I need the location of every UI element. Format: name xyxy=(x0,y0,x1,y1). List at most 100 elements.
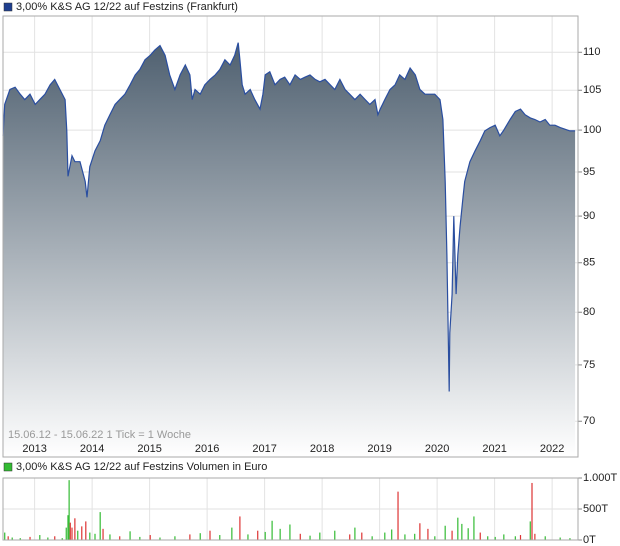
volume-bar xyxy=(231,527,233,540)
x-tick-label: 2015 xyxy=(137,443,161,455)
volume-bar xyxy=(209,530,211,540)
volume-bar xyxy=(434,536,436,540)
volume-bar xyxy=(397,491,399,540)
y-tick-label: 80 xyxy=(583,306,595,318)
volume-bar xyxy=(189,534,191,540)
legend-label: 3,00% K&S AG 12/22 auf Festzins Volumen … xyxy=(16,461,267,473)
volume-bar xyxy=(444,525,446,540)
legend-label: 3,00% K&S AG 12/22 auf Festzins (Frankfu… xyxy=(16,1,238,13)
y-tick-label: 95 xyxy=(583,166,595,178)
price-line xyxy=(2,42,576,392)
volume-bar xyxy=(239,516,241,540)
y-tick-label: 0T xyxy=(583,534,596,546)
volume-bar xyxy=(102,528,104,540)
volume-bar xyxy=(559,537,561,540)
volume-bar xyxy=(569,538,571,540)
x-tick-label: 2018 xyxy=(310,443,334,455)
volume-bar xyxy=(494,536,496,540)
volume-bar xyxy=(461,523,463,540)
volume-bar xyxy=(11,537,13,540)
legend-swatch xyxy=(3,2,13,12)
volume-bar xyxy=(54,536,56,540)
volume-bar xyxy=(219,535,221,540)
price-area xyxy=(3,42,576,457)
volume-bar xyxy=(457,517,459,540)
volume-bar xyxy=(257,530,259,540)
volume-bar xyxy=(427,528,429,540)
volume-bar xyxy=(68,480,70,540)
x-tick-label: 2021 xyxy=(482,443,506,455)
volume-bar xyxy=(159,537,161,540)
volume-bar xyxy=(29,536,31,540)
plot-frame xyxy=(2,477,579,541)
volume-bar xyxy=(467,528,469,540)
volume-bar xyxy=(529,521,531,540)
volume-bar xyxy=(71,527,73,540)
volume-bar xyxy=(81,526,83,540)
volume-bar xyxy=(479,532,481,540)
volume-bar xyxy=(19,538,21,540)
volume-bar xyxy=(384,532,386,540)
volume-bar xyxy=(473,516,475,540)
volume-bar xyxy=(65,527,67,540)
volume-bar xyxy=(534,533,536,540)
volume-bar xyxy=(99,512,101,540)
volume-bar xyxy=(404,534,406,540)
volume-bar xyxy=(487,536,489,540)
volume-bar xyxy=(319,532,321,540)
volume-bar xyxy=(361,532,363,540)
volume-bar xyxy=(271,520,273,540)
volume-bar xyxy=(334,530,336,540)
x-tick-label: 2017 xyxy=(252,443,276,455)
volume-bar xyxy=(94,533,96,540)
volume-bar xyxy=(61,538,63,540)
volume-bar xyxy=(74,518,76,540)
y-tick-label: 110 xyxy=(583,46,601,58)
volume-bar xyxy=(349,534,351,540)
x-tick-label: 2013 xyxy=(22,443,46,455)
y-tick-label: 90 xyxy=(583,210,595,222)
volume-bar xyxy=(247,534,249,540)
volume-bar xyxy=(354,527,356,540)
x-tick-label: 2020 xyxy=(425,443,449,455)
volume-bar xyxy=(199,533,201,540)
volume-bar xyxy=(279,528,281,540)
volume-bar xyxy=(503,534,505,540)
volume-bar xyxy=(519,535,522,540)
volume-bar xyxy=(139,536,141,540)
y-tick-label: 100 xyxy=(583,124,601,136)
volume-bar xyxy=(309,535,311,540)
legend-swatch xyxy=(3,462,13,472)
volume-bar xyxy=(264,531,266,540)
volume-bar xyxy=(289,524,291,540)
volume-bar xyxy=(4,532,6,540)
y-tick-label: 75 xyxy=(583,359,595,371)
y-tick-label: 105 xyxy=(583,84,601,96)
volume-bar xyxy=(69,522,71,540)
y-tick-label: 85 xyxy=(583,257,595,269)
x-tick-label: 2019 xyxy=(367,443,391,455)
plot-frame xyxy=(2,15,579,458)
volume-bar xyxy=(39,535,41,540)
volume-bar xyxy=(149,535,151,540)
volume-bar xyxy=(85,521,87,540)
volume-bar xyxy=(89,532,91,540)
volume-bar xyxy=(414,533,416,540)
x-tick-label: 2016 xyxy=(195,443,219,455)
y-tick-label: 500T xyxy=(583,503,608,515)
volume-bar xyxy=(77,530,79,540)
volume-bar xyxy=(129,531,131,540)
volume-bar xyxy=(419,523,421,540)
volume-bar xyxy=(531,482,533,540)
volume-bar xyxy=(109,534,111,540)
volume-bar xyxy=(371,536,373,540)
x-tick-label: 2022 xyxy=(540,443,564,455)
volume-bar xyxy=(299,533,301,540)
annotation: 15.06.12 - 15.06.22 1 Tick = 1 Woche xyxy=(8,429,191,441)
volume-bar xyxy=(514,536,516,540)
volume-bar xyxy=(451,530,453,540)
y-tick-label: 1.000T xyxy=(583,472,618,484)
volume-bar xyxy=(47,537,49,540)
